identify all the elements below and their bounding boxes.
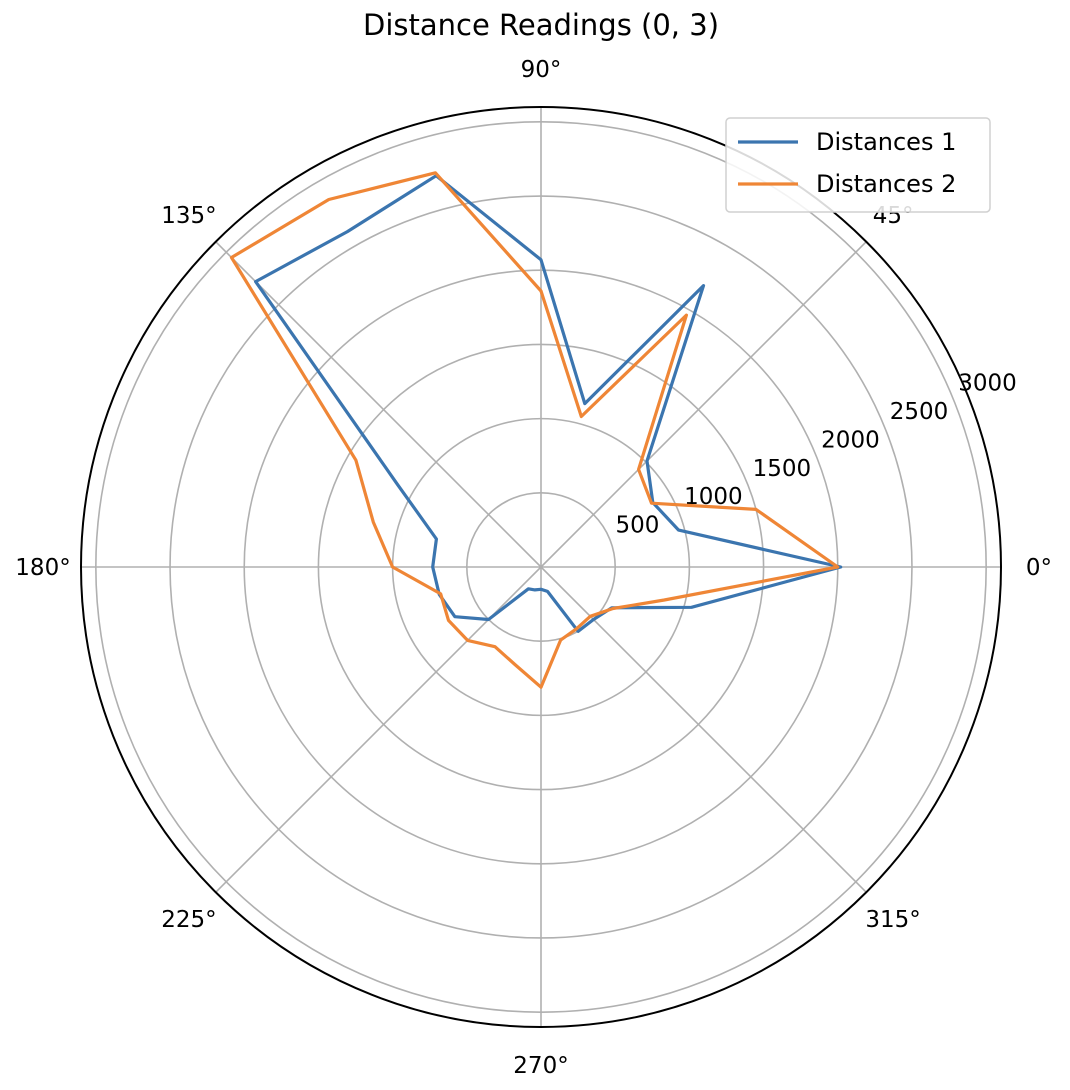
angular-tick-label: 135°	[161, 203, 216, 229]
radial-tick-label: 500	[616, 513, 660, 539]
radial-tick-label: 2000	[821, 427, 880, 453]
angular-tick-label: 0°	[1026, 555, 1052, 581]
polar-grid	[81, 107, 1001, 1027]
polar-frame	[80, 106, 1002, 1028]
angular-tick-label: 180°	[15, 555, 70, 581]
chart-title: Distance Readings (0, 3)	[363, 8, 719, 42]
angular-gridline	[215, 241, 542, 568]
radial-tick-label: 3000	[958, 371, 1017, 397]
angular-tick-label: 225°	[161, 907, 216, 933]
angular-gridline	[540, 241, 867, 568]
angular-tick-label: 315°	[865, 907, 920, 933]
legend: Distances 1 Distances 2	[725, 117, 991, 213]
series-line-1	[254, 174, 843, 633]
angular-tick-labels: 0°45°90°135°180°225°270°315°	[15, 57, 1052, 1079]
radial-tick-label: 1500	[753, 456, 812, 482]
data-series	[229, 171, 843, 689]
angular-tick-label: 270°	[513, 1053, 568, 1079]
angular-gridline	[540, 566, 867, 893]
legend-label-2: Distances 2	[816, 170, 956, 198]
angular-gridline	[215, 566, 542, 893]
legend-label-1: Distances 1	[816, 128, 956, 156]
series-line-2	[229, 171, 840, 689]
angular-tick-label: 90°	[521, 57, 562, 83]
radial-tick-label: 2500	[890, 399, 949, 425]
